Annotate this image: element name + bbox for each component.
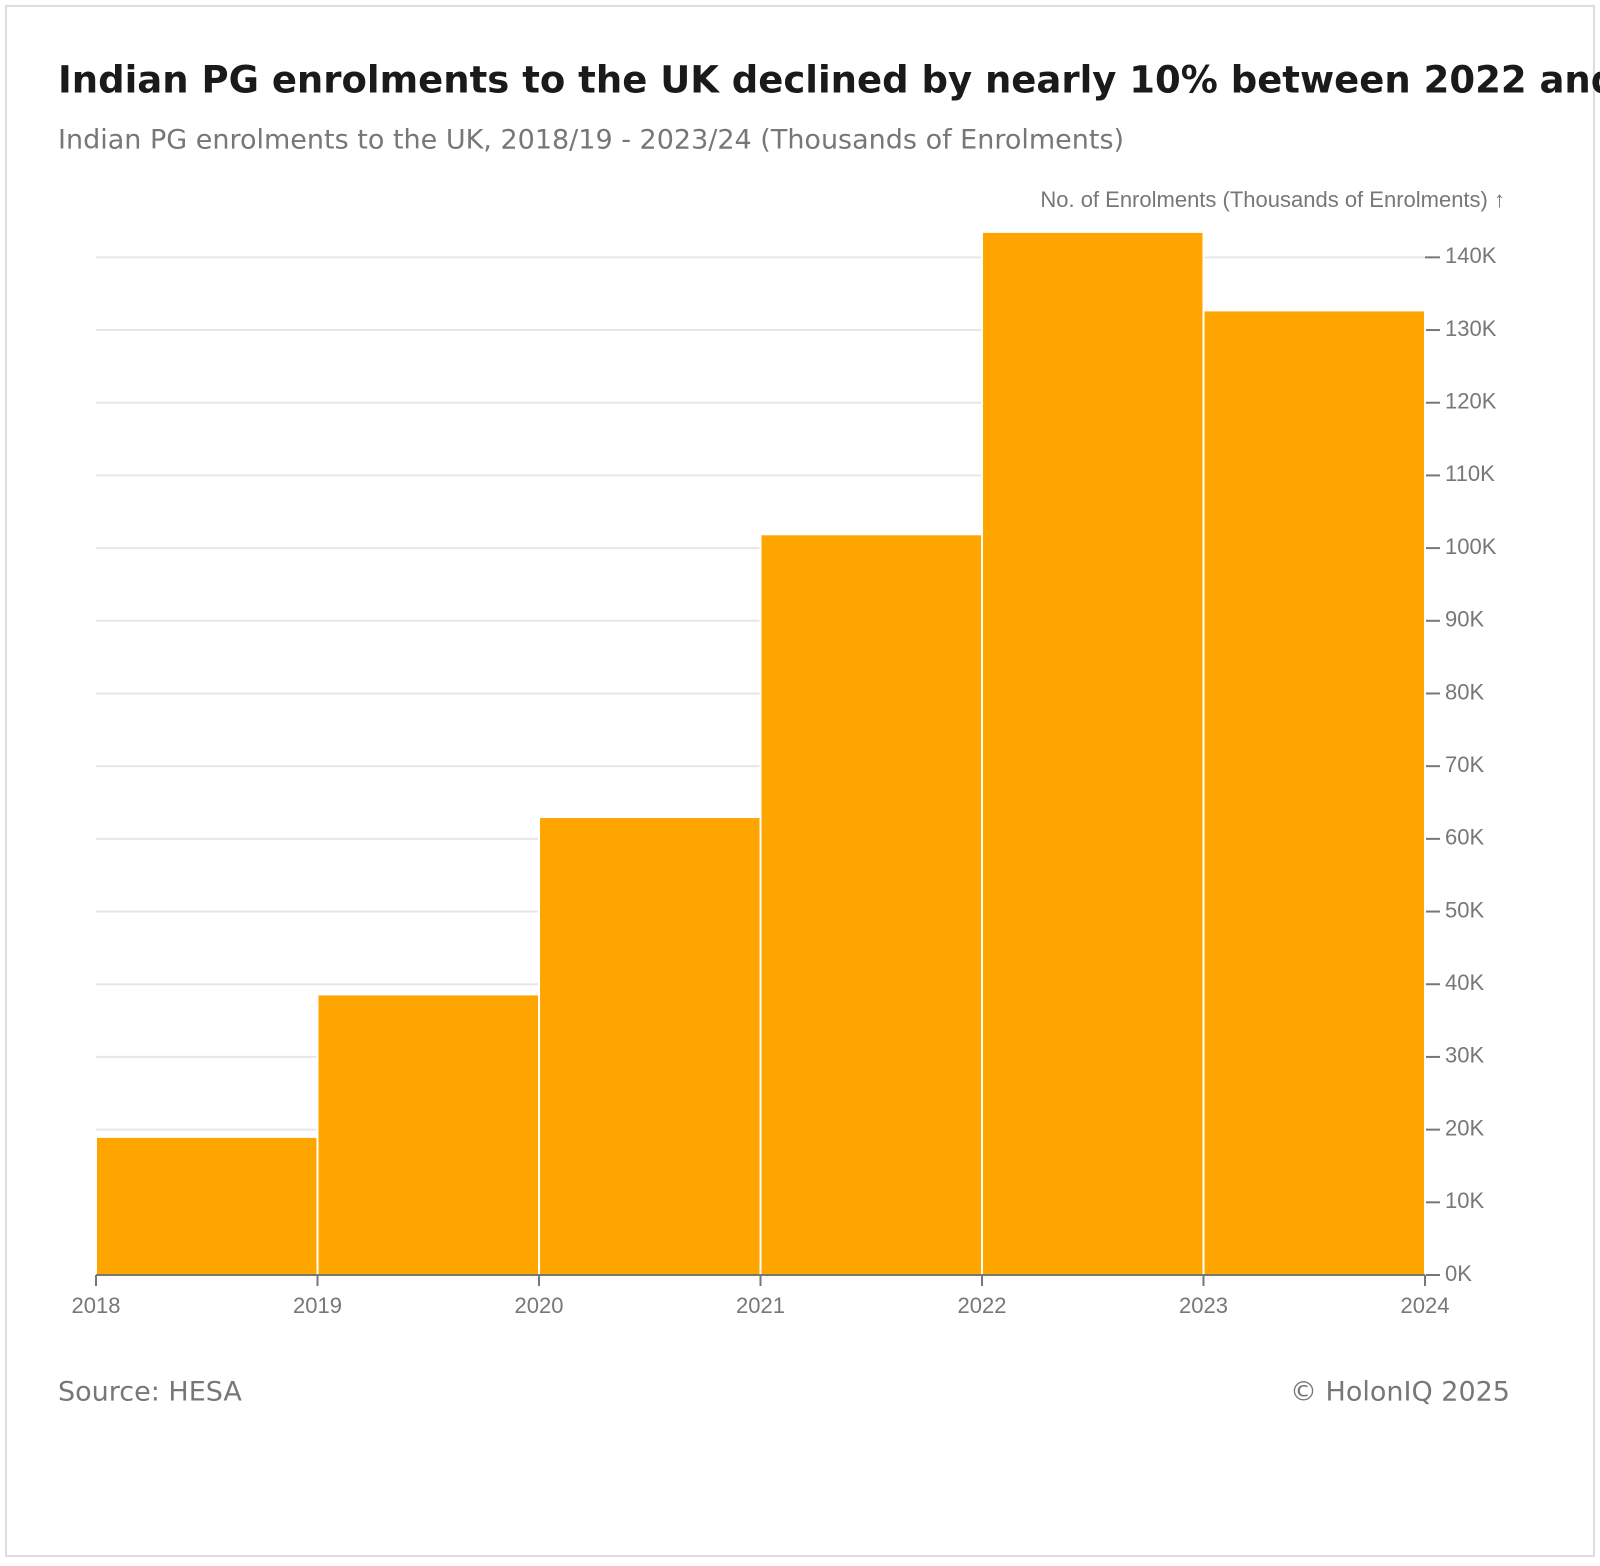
y-tick-label: 10K xyxy=(1445,1188,1484,1213)
y-tick-label: 0K xyxy=(1445,1261,1472,1286)
y-tick-label: 90K xyxy=(1445,607,1484,632)
y-tick-label: 140K xyxy=(1445,243,1497,268)
y-tick-label: 20K xyxy=(1445,1115,1484,1140)
bar xyxy=(316,993,540,1276)
y-tick-label: 60K xyxy=(1445,825,1484,850)
y-tick-label: 40K xyxy=(1445,970,1484,995)
x-tick-label: 2024 xyxy=(1401,1293,1450,1318)
x-tick-label: 2021 xyxy=(736,1293,785,1318)
bar xyxy=(981,230,1205,1276)
y-tick-label: 30K xyxy=(1445,1043,1484,1068)
y-tick-label: 50K xyxy=(1445,897,1484,922)
bar xyxy=(759,533,983,1276)
x-tick-label: 2020 xyxy=(515,1293,564,1318)
bar xyxy=(95,1135,319,1276)
x-tick-label: 2018 xyxy=(72,1293,121,1318)
chart-subtitle: Indian PG enrolments to the UK, 2018/19 … xyxy=(58,125,1124,156)
bar xyxy=(1202,309,1426,1276)
credit: © HolonIQ 2025 xyxy=(1290,1377,1510,1408)
x-tick-label: 2019 xyxy=(293,1293,342,1318)
x-tick-label: 2023 xyxy=(1179,1293,1228,1318)
y-tick-label: 100K xyxy=(1445,534,1497,559)
y-tick-label: 110K xyxy=(1445,461,1495,486)
bar xyxy=(538,816,762,1276)
source: Source: HESA xyxy=(58,1377,242,1408)
x-tick-label: 2022 xyxy=(958,1293,1007,1318)
y-axis-label: No. of Enrolments (Thousands of Enrolmen… xyxy=(1040,187,1505,212)
y-tick-label: 70K xyxy=(1445,752,1484,777)
y-tick-label: 130K xyxy=(1445,316,1497,341)
y-tick-label: 120K xyxy=(1445,389,1497,414)
y-tick-label: 80K xyxy=(1445,679,1484,704)
chart-title: Indian PG enrolments to the UK declined … xyxy=(58,59,1600,102)
